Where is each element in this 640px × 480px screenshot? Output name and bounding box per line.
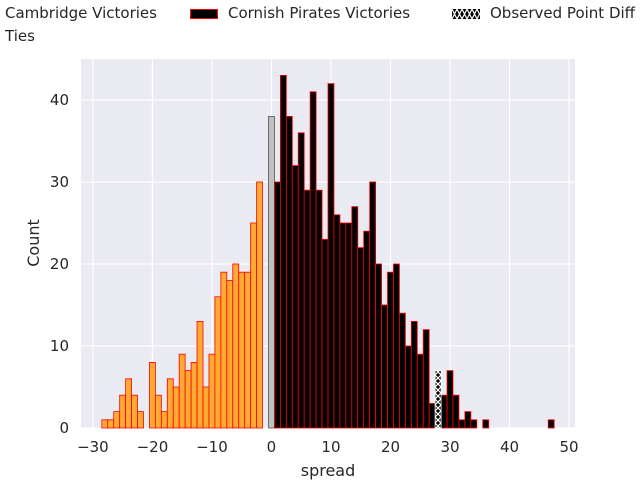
cambridge-bar (119, 394, 127, 429)
cambridge-bar (160, 411, 168, 429)
cornish-bar (345, 222, 353, 429)
cambridge-bar (196, 320, 204, 429)
cornish-bar (333, 214, 341, 429)
x-tick-label: 50 (560, 438, 579, 456)
observed-bar (434, 370, 442, 429)
cambridge-bar (101, 419, 109, 429)
cornish-bar (285, 116, 293, 429)
cambridge-bar (178, 353, 186, 429)
cambridge-bar (190, 361, 198, 429)
cornish-bar (547, 419, 555, 429)
cornish-bar (452, 394, 460, 429)
cambridge-bar (149, 361, 156, 429)
x-tick-label: −30 (77, 438, 109, 456)
legend-item-observed: Observed Point Diff (452, 4, 635, 22)
x-axis-label: spread (301, 461, 356, 480)
cambridge-bar (244, 271, 252, 429)
x-tick-label: 0 (267, 438, 277, 456)
legend-item-cambridge: Cambridge Victories (5, 4, 157, 22)
cornish-bar (369, 181, 377, 429)
cambridge-bar (166, 378, 174, 429)
cornish-bar (351, 206, 359, 429)
cambridge-bar (208, 353, 216, 429)
cambridge-bar (113, 411, 121, 429)
cornish-bar (399, 312, 406, 429)
cambridge-bar (172, 386, 180, 429)
cambridge-bar (232, 263, 240, 429)
cornish-bar (315, 189, 323, 429)
legend-swatch (190, 8, 218, 19)
cornish-bar (470, 419, 478, 429)
legend-swatch-hatched (452, 8, 480, 19)
x-tick-label: −10 (196, 438, 228, 456)
x-tick-label: 10 (321, 438, 340, 456)
x-tick-label: 40 (500, 438, 519, 456)
cambridge-bar (250, 222, 257, 429)
cambridge-bar (154, 394, 162, 429)
cornish-bar (428, 402, 436, 429)
bars (101, 75, 555, 429)
cornish-bar (393, 263, 400, 429)
y-tick-label: 40 (50, 91, 69, 109)
cornish-bar (458, 419, 466, 429)
cambridge-bar (107, 419, 115, 429)
cambridge-bar (226, 279, 234, 429)
x-tick-label: 30 (440, 438, 459, 456)
legend-label: Ties (5, 27, 35, 45)
cornish-bar (327, 83, 335, 429)
legend-item-cornish: Cornish Pirates Victories (190, 4, 410, 22)
cornish-bar (440, 394, 448, 429)
cambridge-bar (131, 394, 138, 429)
cornish-bar (416, 353, 424, 429)
cornish-bar (279, 75, 287, 429)
y-axis-label: Count (24, 219, 43, 267)
cornish-bar (387, 271, 394, 429)
x-tick-label: −20 (137, 438, 169, 456)
cambridge-bar (137, 411, 144, 429)
cornish-bar (339, 222, 347, 429)
cornish-bar (482, 419, 490, 429)
cornish-bar (381, 304, 388, 429)
cornish-bar (410, 320, 418, 429)
cambridge-bar (256, 181, 263, 429)
legend-label: Cambridge Victories (5, 4, 157, 22)
y-tick-labels: 0 10 20 30 40 (50, 91, 69, 437)
cambridge-bar (214, 296, 222, 429)
cornish-bar (291, 165, 299, 429)
cornish-bar (464, 411, 472, 429)
legend-label: Cornish Pirates Victories (228, 4, 411, 22)
cambridge-bar (238, 271, 246, 429)
cambridge-bar (125, 378, 132, 429)
cornish-bar (309, 91, 317, 429)
legend-label: Observed Point Diff (490, 4, 635, 22)
y-tick-label: 10 (50, 337, 69, 355)
legend-item-ties: Ties (5, 27, 35, 45)
cornish-bar (321, 238, 329, 429)
tie-bar (268, 116, 275, 429)
y-tick-label: 20 (50, 255, 69, 273)
cambridge-bar (202, 386, 210, 429)
cornish-bar (363, 230, 371, 429)
cambridge-bar (220, 271, 228, 429)
cornish-bar (297, 132, 305, 429)
cornish-bar (446, 370, 454, 429)
y-tick-label: 30 (50, 173, 69, 191)
x-tick-labels: −30 −20 −10 0 10 20 30 40 50 (77, 438, 579, 456)
cornish-bar (404, 345, 412, 429)
cambridge-bar (184, 370, 192, 429)
cornish-bar (422, 329, 430, 429)
cornish-bar (303, 189, 311, 429)
cornish-bar (375, 263, 382, 429)
cornish-bar (274, 181, 281, 429)
y-tick-label: 0 (59, 419, 69, 437)
x-tick-label: 20 (381, 438, 400, 456)
cornish-bar (357, 247, 365, 429)
